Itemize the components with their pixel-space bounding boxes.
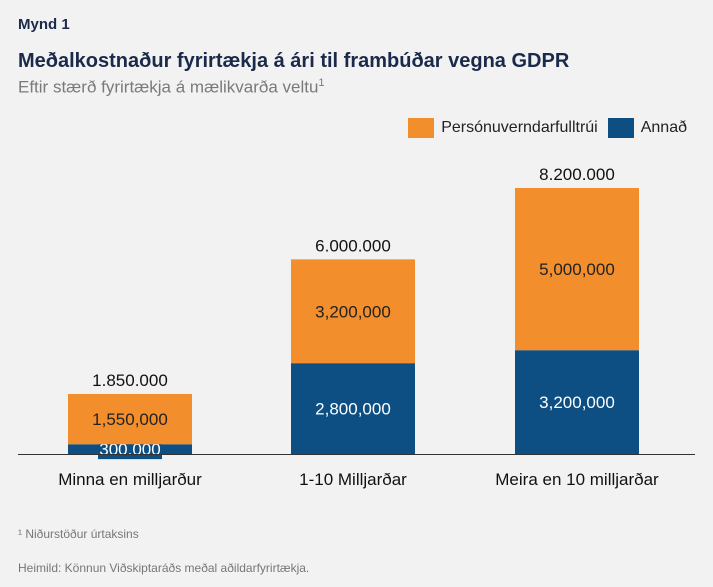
category-label: Meira en 10 milljarðar xyxy=(495,470,659,489)
bar-segment xyxy=(291,259,415,364)
footnote: ¹ Niðurstöður úrtaksins xyxy=(18,527,139,541)
legend-label-other: Annað xyxy=(640,119,687,136)
chart-legend: Persónuverndarfulltrúi Annað xyxy=(408,118,687,138)
legend-swatch-other xyxy=(607,118,634,138)
legend-item-other: Annað xyxy=(607,118,687,138)
source-note: Heimild: Könnun Viðskiptaráðs meðal aðil… xyxy=(18,561,310,575)
legend-item-dpo: Persónuverndarfulltrúi xyxy=(408,118,598,138)
bar-segment xyxy=(515,188,639,351)
category-label: Minna en milljarður xyxy=(58,470,202,489)
bar-segment xyxy=(68,393,192,445)
segment-value-label: 2,800,000 xyxy=(315,400,391,419)
chart-subtitle: Eftir stærð fyrirtækja á mælikvarða velt… xyxy=(18,77,325,98)
bar-total-label: 1.850.000 xyxy=(92,371,168,390)
figure-label: Mynd 1 xyxy=(18,16,70,33)
bar-total-label: 8.200.000 xyxy=(539,165,615,184)
legend-label-dpo: Persónuverndarfulltrúi xyxy=(441,119,598,136)
bar-total-label: 6.000.000 xyxy=(315,236,391,255)
category-label: 1-10 Milljarðar xyxy=(299,470,407,489)
segment-value-label: 3,200,000 xyxy=(539,393,615,412)
chart-title: Meðalkostnaður fyrirtækja á ári til fram… xyxy=(18,50,570,72)
segment-value-label: 1,550,000 xyxy=(92,410,168,429)
bar-segment xyxy=(515,350,639,454)
subtitle-footnote-marker: 1 xyxy=(318,77,325,89)
subtitle-text: Eftir stærð fyrirtækja á mælikvarða velt… xyxy=(18,77,319,97)
legend-swatch-dpo xyxy=(408,118,435,138)
segment-value-label: 3,200,000 xyxy=(315,302,391,321)
segment-value-label: 5,000,000 xyxy=(539,260,615,279)
bar-segment xyxy=(291,363,415,454)
